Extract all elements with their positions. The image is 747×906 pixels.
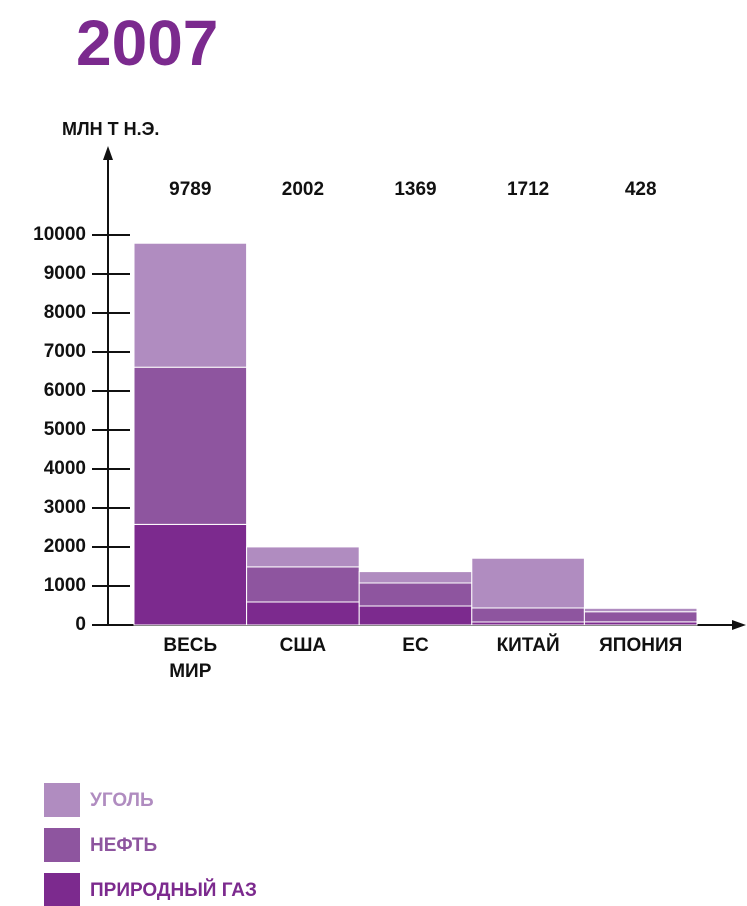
y-axis-label: МЛН Т Н.Э. [62, 119, 159, 139]
legend-label: ПРИРОДНЫЙ ГАЗ [90, 879, 257, 901]
y-tick-label: 2000 [44, 536, 86, 557]
x-tick-label-box: ЯПОНИЯ [599, 635, 683, 656]
total-label: 1712 [507, 179, 549, 200]
total-label: 1369 [394, 179, 436, 200]
y-tick-label: 6000 [44, 380, 86, 401]
y-tick-label: 3000 [44, 497, 86, 518]
y-tick-label: 4000 [44, 458, 86, 479]
bar-segment [246, 546, 360, 568]
legend-label: УГОЛЬ [90, 790, 154, 811]
x-tick-label: КИТАЙ [496, 635, 560, 656]
legend-swatch [44, 873, 80, 906]
x-tick-label-box: США [279, 635, 327, 656]
total-label: 428 [625, 179, 657, 200]
bar-segment [358, 582, 473, 607]
bar-segment [358, 605, 473, 626]
bar-segment [133, 523, 248, 626]
bar-segment [583, 607, 698, 613]
bar-segment [471, 607, 585, 623]
bar-segment [246, 566, 360, 603]
y-tick-label: 5000 [44, 419, 86, 440]
total-label: 2002 [282, 179, 324, 200]
x-tick-label-box: КИТАЙ [496, 635, 560, 656]
y-tick-label: 1000 [44, 575, 86, 596]
x-tick-label: ВЕСЬ МИР [163, 635, 218, 682]
bar-segment [246, 601, 360, 626]
bar-segment [358, 571, 473, 584]
x-tick-label-box: ЕС [402, 635, 429, 656]
bar-segment [133, 242, 248, 368]
bar-segment [471, 557, 585, 609]
x-tick-label: ЯПОНИЯ [599, 635, 683, 656]
legend-swatch [44, 828, 80, 862]
y-tick-label: 10000 [33, 224, 86, 245]
y-tick-label: 9000 [44, 263, 86, 284]
bar-segment [133, 366, 248, 525]
x-tick-label-box: ВЕСЬ МИР [163, 635, 218, 682]
y-arrow [103, 146, 113, 160]
legend-swatch [44, 783, 80, 817]
bar-segment [583, 611, 698, 623]
y-tick-label: 8000 [44, 302, 86, 323]
y-tick-label: 0 [75, 614, 86, 635]
y-tick-label: 7000 [44, 341, 86, 362]
x-arrow [732, 620, 746, 630]
total-label: 9789 [169, 179, 211, 200]
x-tick-label: ЕС [402, 635, 429, 656]
legend-label: НЕФТЬ [90, 835, 157, 856]
chart-title: 2007 [76, 7, 218, 79]
x-tick-label: США [279, 635, 327, 656]
